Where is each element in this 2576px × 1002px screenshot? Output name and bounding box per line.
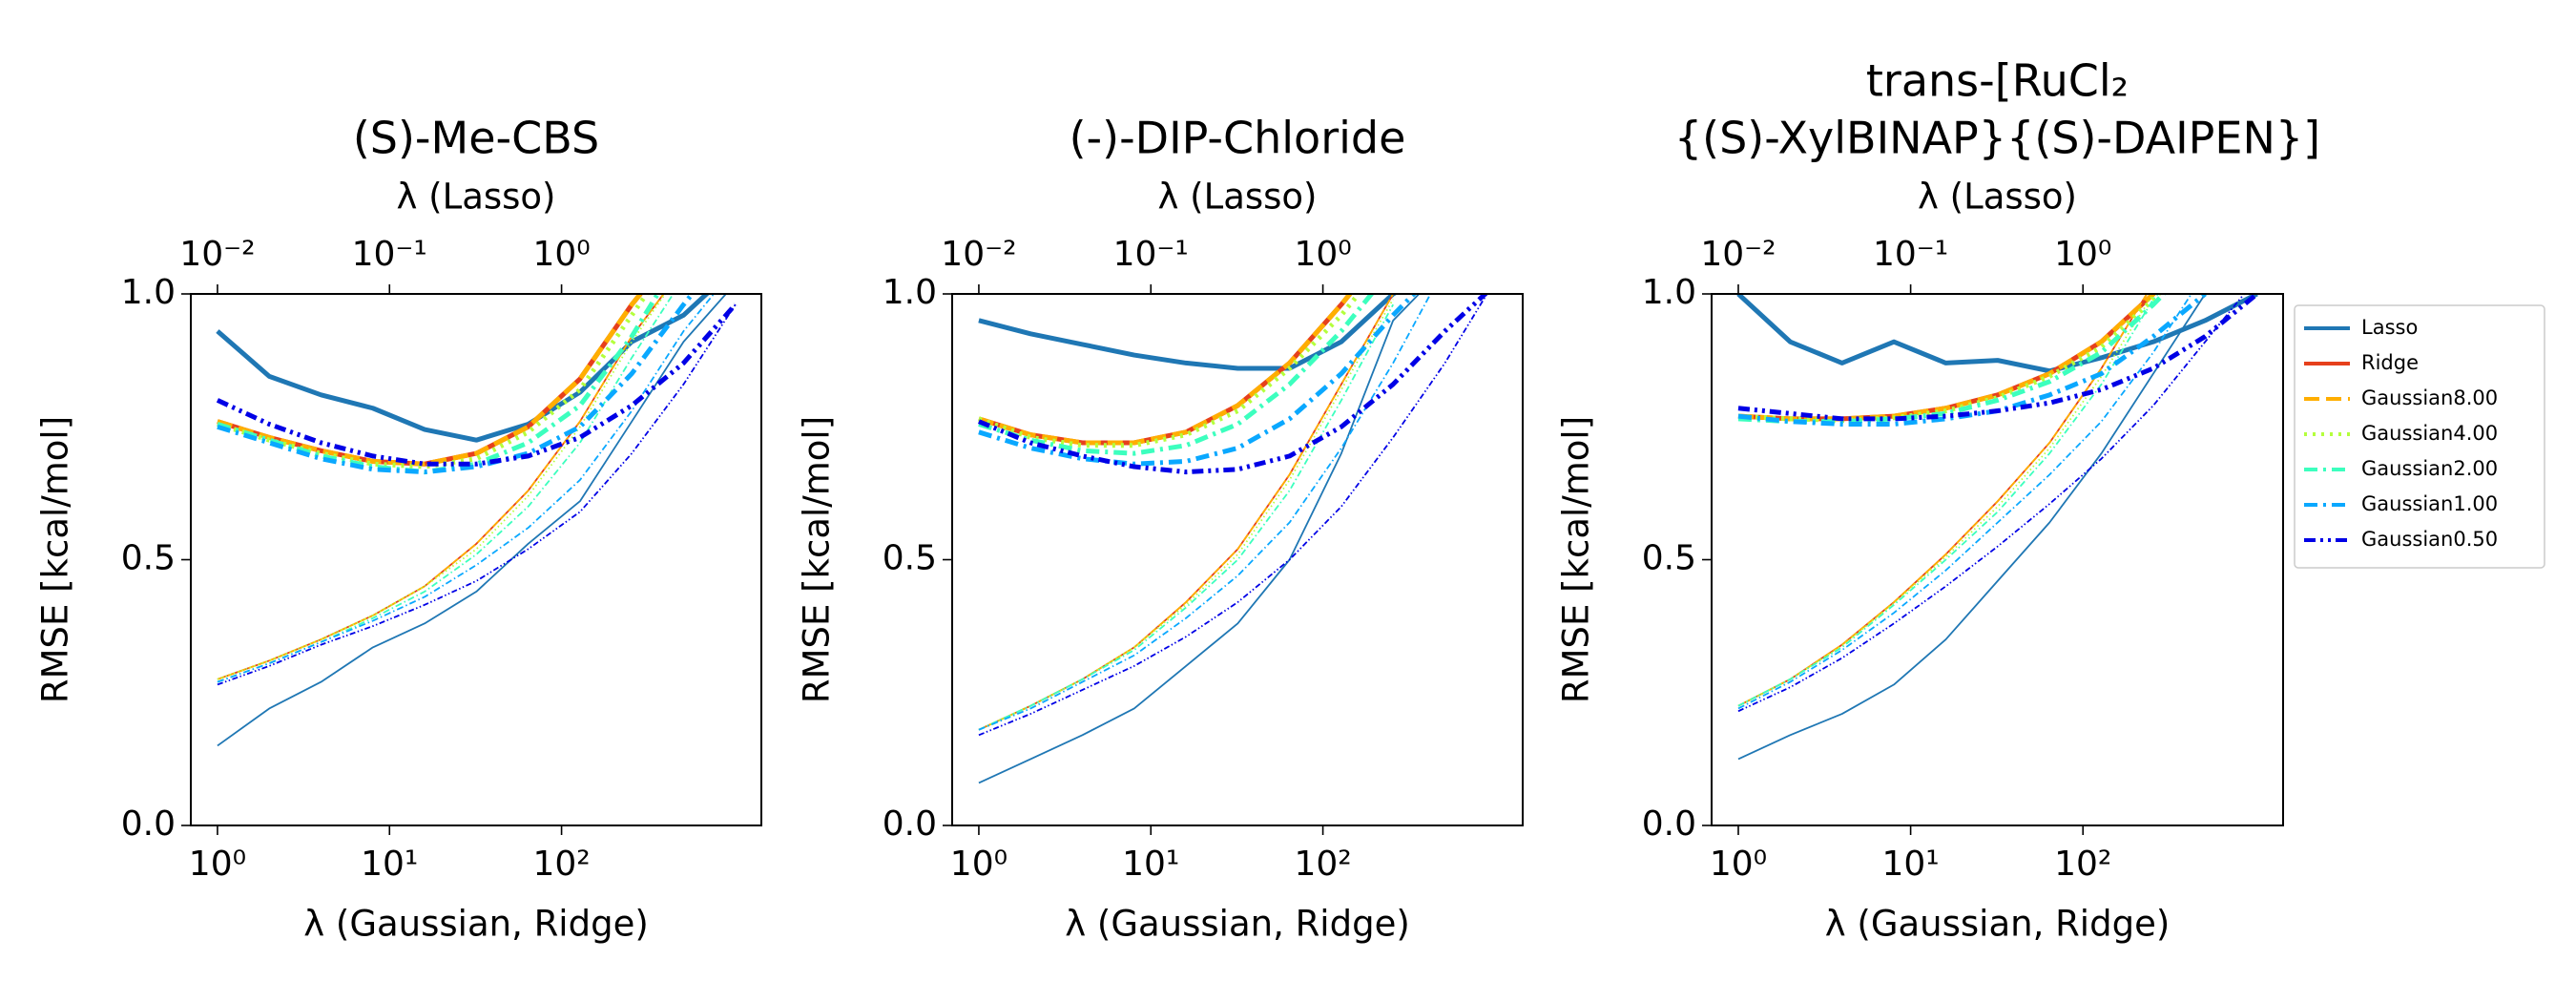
legend-label: Lasso: [2361, 316, 2418, 339]
x2-axis-label: λ (Lasso): [396, 177, 555, 218]
train-line: [1737, 294, 2149, 707]
test-line: [217, 294, 644, 467]
train-line: [1737, 294, 2208, 761]
x2-tick-label: 10⁰: [1294, 235, 1351, 274]
y-tick-label: 0.0: [1642, 804, 1696, 844]
train-line: [978, 294, 1488, 737]
test-line: [978, 294, 1399, 371]
train-line: [978, 294, 1421, 784]
x-tick-label: 10⁰: [189, 845, 246, 884]
y-axis-label: RMSE [kcal/mol]: [797, 416, 838, 703]
panel: trans-[RuCl₂ {(S)-XylBINAP}{(S)-DAIPEN}] λ…: [1556, 55, 2545, 945]
y-tick-label: 1.0: [1642, 273, 1696, 312]
train-line: [1737, 294, 2246, 713]
test-line: [216, 303, 737, 467]
y-tick-label: 1.0: [121, 273, 176, 312]
x-tick-label: 10¹: [361, 845, 418, 884]
test-line: [977, 294, 1489, 475]
plot-area: [216, 294, 737, 747]
train-line: [978, 294, 1394, 731]
panel-title: (S)-Me-CBS: [353, 113, 599, 164]
test-line: [1737, 294, 2168, 425]
test-line: [217, 294, 644, 467]
axes-frame: [951, 293, 1524, 826]
train-line: [1737, 294, 2149, 707]
x-tick-label: 10⁰: [1710, 845, 1767, 884]
train-line: [217, 294, 728, 747]
x-axis-label: λ (Gaussian, Ridge): [303, 904, 649, 945]
panel-title: (-)-DIP-Chloride: [1070, 113, 1406, 164]
legend-label: Gaussian0.50: [2361, 528, 2498, 551]
test-line: [1737, 294, 2162, 424]
x2-axis-label: λ (Lasso): [1918, 177, 2077, 218]
test-line: [1736, 294, 2258, 374]
y-tick-label: 0.5: [121, 539, 176, 578]
x2-axis-label: λ (Lasso): [1157, 177, 1317, 218]
test-line: [1737, 294, 2207, 427]
axes-frame: [1711, 293, 2284, 826]
legend-label: Ridge: [2361, 351, 2419, 374]
train-line: [978, 294, 1394, 731]
y-tick-label: 0.5: [1642, 539, 1696, 578]
x2-tick-label: 10⁻²: [179, 235, 255, 274]
plot-area: [977, 294, 1489, 784]
x2-tick-label: 10⁰: [532, 235, 590, 274]
panel: (S)-Me-CBS λ (Lasso) λ (Gaussian, Ridge) RM…: [35, 113, 762, 945]
y-tick-label: 0.5: [883, 539, 937, 578]
panel-title: {(S)-XylBINAP}{(S)-DAIPEN}]: [1674, 113, 2320, 164]
test-line: [217, 294, 696, 475]
plot-area: [1736, 294, 2259, 761]
y-tick-label: 1.0: [883, 273, 937, 312]
x-axis-label: λ (Gaussian, Ridge): [1065, 904, 1410, 945]
test-line: [978, 294, 1354, 446]
train-line: [1737, 294, 2192, 710]
x-tick-label: 10¹: [1881, 845, 1939, 884]
legend-label: Gaussian1.00: [2361, 492, 2498, 515]
train-line: [978, 303, 1394, 731]
y-tick-label: 0.0: [121, 804, 176, 844]
panel-title: trans-[RuCl₂: [1866, 55, 2129, 107]
x-tick-label: 10⁰: [950, 845, 1008, 884]
x-axis-label: λ (Gaussian, Ridge): [1825, 904, 2171, 945]
legend-label: Gaussian4.00: [2361, 422, 2498, 445]
legend-label: Gaussian2.00: [2361, 457, 2498, 480]
x-tick-label: 10²: [2054, 845, 2111, 884]
legend-label: Gaussian8.00: [2361, 386, 2498, 409]
legend-box: [2294, 304, 2545, 569]
y-tick-label: 0.0: [883, 804, 937, 844]
x-tick-label: 10²: [1294, 845, 1351, 884]
x-tick-label: 10¹: [1122, 845, 1179, 884]
x2-tick-label: 10⁰: [2054, 235, 2111, 274]
y-axis-label: RMSE [kcal/mol]: [35, 416, 76, 703]
test-line: [1737, 294, 2259, 422]
x-tick-label: 10²: [532, 845, 590, 884]
test-line: [978, 294, 1375, 456]
x2-tick-label: 10⁻¹: [1113, 235, 1189, 274]
x2-tick-label: 10⁻²: [1700, 235, 1776, 274]
x2-tick-label: 10⁻¹: [352, 235, 427, 274]
train-line: [217, 294, 675, 683]
panel: (-)-DIP-Chloride λ (Lasso) λ (Gaussian, Ri…: [797, 113, 1524, 945]
test-line: [978, 294, 1418, 467]
y-axis-label: RMSE [kcal/mol]: [1556, 416, 1597, 703]
train-line: [1737, 294, 2155, 707]
x2-tick-label: 10⁻¹: [1873, 235, 1948, 274]
train-line: [217, 294, 665, 680]
axes-frame: [190, 293, 762, 826]
test-line: [216, 294, 711, 443]
train-line: [1737, 294, 2160, 707]
train-line: [217, 303, 737, 686]
x2-tick-label: 10⁻²: [941, 235, 1016, 274]
